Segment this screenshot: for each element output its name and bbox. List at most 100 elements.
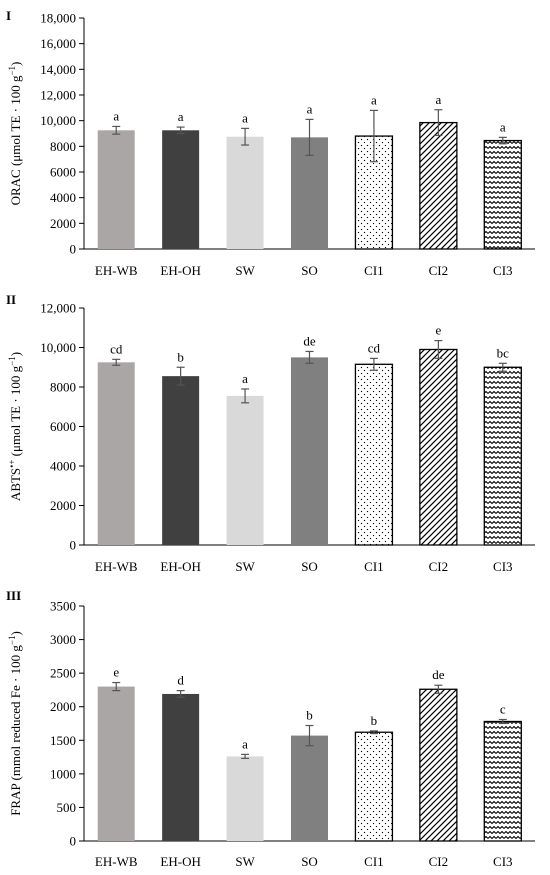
bar-ci2 xyxy=(419,348,458,546)
x-tick-label: CI2 xyxy=(429,559,449,574)
significance-letter: a xyxy=(307,101,313,116)
significance-letter: a xyxy=(435,92,441,107)
chart-panel-1: I 0 2000 4000 6000 8000 10,000 12,000 14,000 16,0… xyxy=(6,8,535,278)
y-axis-title-text: ) xyxy=(8,631,23,635)
significance-letter: a xyxy=(113,108,119,123)
y-tick-label: 6000 xyxy=(50,419,76,434)
x-tick-label: EH-OH xyxy=(160,559,200,574)
significance-letter: b xyxy=(177,349,184,364)
bar-eh-oh xyxy=(162,693,200,841)
bar-ci1 xyxy=(354,363,394,546)
y-axis-title-text: ) xyxy=(8,352,23,356)
y-tick-label: 0 xyxy=(70,538,77,553)
bar-sw xyxy=(226,395,264,545)
x-tick-label: EH-WB xyxy=(95,263,138,278)
x-tick-label: SO xyxy=(301,263,318,278)
y-axis-title-text: ) xyxy=(8,62,23,66)
bar-ci2 xyxy=(419,688,458,842)
y-tick-label: 2000 xyxy=(50,699,76,714)
x-tick-label: CI1 xyxy=(364,263,384,278)
significance-letter: c xyxy=(500,701,506,716)
bar-ci3 xyxy=(483,366,522,546)
bar-so xyxy=(291,357,328,545)
y-tick-label: 6000 xyxy=(50,165,76,180)
significance-letter: d xyxy=(177,673,184,688)
bar-so xyxy=(291,137,328,249)
y-tick-label: 3500 xyxy=(50,599,76,614)
x-tick-label: CI3 xyxy=(493,263,513,278)
significance-letter: e xyxy=(113,665,119,680)
x-tick-label: CI1 xyxy=(364,854,384,869)
significance-letter: b xyxy=(306,708,313,723)
y-tick-label: 12,000 xyxy=(40,88,76,103)
y-tick-label: 12,000 xyxy=(40,301,76,316)
panel-label: III xyxy=(6,588,21,603)
significance-letter: a xyxy=(242,371,248,386)
y-axis-title-superscript: −1 xyxy=(7,356,17,366)
bar-eh-wb xyxy=(97,362,135,545)
y-tick-label: 0 xyxy=(70,834,77,849)
significance-letter: de xyxy=(432,667,445,682)
bar-eh-wb xyxy=(97,130,135,249)
y-axis-title-text: (μmol TE · 100 g xyxy=(8,365,23,459)
x-tick-label: EH-WB xyxy=(95,854,138,869)
y-axis-title: FRAP (mmol reduced Fe · 100 g−1) xyxy=(7,631,23,816)
y-axis-title-text: ABTS xyxy=(8,468,23,501)
x-tick-label: SW xyxy=(235,263,255,278)
x-tick-label: EH-OH xyxy=(160,263,200,278)
significance-letter: a xyxy=(500,119,506,134)
x-tick-label: SO xyxy=(301,854,318,869)
x-tick-label: CI1 xyxy=(364,559,384,574)
chart-panel-2: II 0 2000 4000 6000 8000 10,000 12,000 ABTS•+ (μ… xyxy=(6,292,535,574)
y-tick-label: 18,000 xyxy=(40,11,76,26)
significance-letter: bc xyxy=(497,345,510,360)
y-axis-title-superscript: •+ xyxy=(7,460,17,468)
panel-label: II xyxy=(6,292,16,307)
bar-eh-wb xyxy=(97,686,135,841)
y-tick-label: 1500 xyxy=(50,733,76,748)
significance-letter: a xyxy=(371,92,377,107)
chart-panel-3: III 0 500 1000 1500 2000 2500 3000 3500 FRAP (mmo… xyxy=(6,588,535,869)
x-tick-label: EH-OH xyxy=(160,854,200,869)
bar-ci2 xyxy=(419,121,458,250)
y-tick-label: 4000 xyxy=(50,459,76,474)
y-tick-label: 10,000 xyxy=(40,340,76,355)
significance-letter: a xyxy=(242,736,248,751)
x-tick-label: SW xyxy=(235,559,255,574)
y-axis-title-text: FRAP (mmol reduced Fe · 100 g xyxy=(8,645,23,816)
significance-letter: cd xyxy=(368,340,381,355)
panel-label: I xyxy=(6,8,11,23)
significance-letter: e xyxy=(435,323,441,338)
y-axis-title-superscript: −1 xyxy=(7,66,17,76)
x-tick-label: CI3 xyxy=(493,854,513,869)
bar-so xyxy=(291,735,328,841)
y-tick-label: 3000 xyxy=(50,632,76,647)
significance-letter: cd xyxy=(110,341,123,356)
x-tick-label: CI2 xyxy=(429,854,449,869)
y-axis-title-text: ORAC (μmol TE · 100 g xyxy=(8,75,23,205)
y-tick-label: 1000 xyxy=(50,766,76,781)
y-axis-title: ORAC (μmol TE · 100 g−1) xyxy=(7,62,23,206)
bar-eh-oh xyxy=(162,130,200,249)
x-tick-label: CI2 xyxy=(429,263,449,278)
x-tick-label: SW xyxy=(235,854,255,869)
x-tick-label: EH-WB xyxy=(95,559,138,574)
significance-letter: a xyxy=(242,110,248,125)
y-tick-label: 16,000 xyxy=(40,36,76,51)
bar-sw xyxy=(226,756,264,841)
y-tick-label: 14,000 xyxy=(40,62,76,77)
y-tick-label: 8000 xyxy=(50,139,76,154)
y-tick-label: 8000 xyxy=(50,380,76,395)
bar-eh-oh xyxy=(162,376,200,545)
bar-sw xyxy=(226,136,264,249)
significance-letter: a xyxy=(178,109,184,124)
y-tick-label: 10,000 xyxy=(40,113,76,128)
bar-ci3 xyxy=(483,720,522,842)
y-tick-label: 2500 xyxy=(50,666,76,681)
y-axis-title: ABTS•+ (μmol TE · 100 g−1) xyxy=(7,352,23,501)
y-tick-label: 2000 xyxy=(50,216,76,231)
y-tick-label: 0 xyxy=(70,242,77,257)
y-tick-label: 2000 xyxy=(50,498,76,513)
bar-ci3 xyxy=(483,139,522,250)
